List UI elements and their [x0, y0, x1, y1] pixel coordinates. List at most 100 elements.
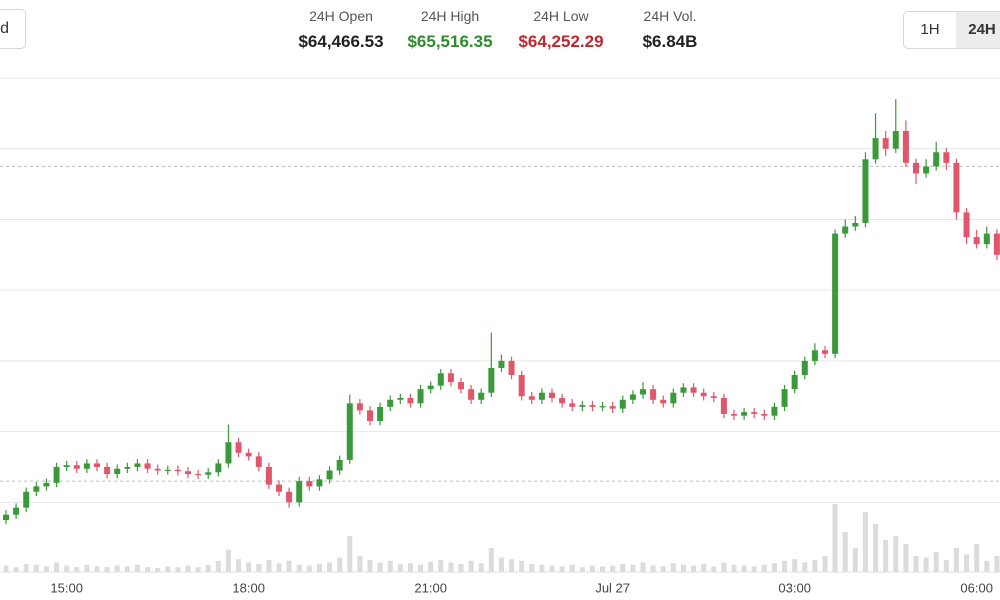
- volume-bar: [842, 532, 848, 572]
- candle-body: [983, 233, 990, 245]
- candle-body: [569, 403, 576, 407]
- volume-bar: [296, 564, 302, 572]
- volume-bar: [23, 564, 29, 572]
- candle-body: [943, 152, 950, 163]
- candle-body: [3, 514, 9, 521]
- candle-body: [397, 398, 404, 400]
- volume-bar: [185, 565, 191, 572]
- volume-bar: [458, 564, 464, 572]
- volume-bar: [134, 564, 140, 572]
- volume-bar: [468, 560, 474, 572]
- candle-body: [437, 373, 444, 386]
- volume-bar: [407, 563, 413, 572]
- volume-bar: [761, 564, 767, 572]
- candle-body: [751, 412, 758, 414]
- volume-bar: [600, 566, 606, 572]
- candle-body: [518, 375, 525, 397]
- candle-body: [599, 406, 606, 408]
- candle-body: [933, 152, 940, 167]
- candle-body: [144, 463, 151, 469]
- volume-bar: [640, 562, 646, 572]
- volume-bar: [43, 566, 49, 572]
- volume-bar: [943, 560, 949, 572]
- stat-value: $65,516.35: [407, 32, 493, 51]
- volume-bar: [509, 559, 515, 572]
- candle-body: [720, 398, 727, 414]
- candle-body: [771, 406, 778, 416]
- volume-bar: [347, 536, 353, 572]
- volume-bar: [832, 504, 838, 572]
- volume-bar: [579, 567, 585, 572]
- candle-body: [953, 162, 960, 213]
- volume-bar: [822, 556, 828, 572]
- volume-bar: [145, 567, 151, 572]
- candle-body: [700, 392, 707, 397]
- candle-body: [174, 469, 181, 472]
- stat: 24H Open $64,466.53: [281, 8, 401, 52]
- candle-body: [336, 459, 343, 471]
- candle-body: [862, 159, 869, 223]
- volume-bar: [286, 560, 292, 572]
- candle-body: [872, 138, 879, 160]
- candle-body: [640, 389, 646, 395]
- volume-bar: [862, 512, 868, 572]
- volume-bar: [387, 560, 393, 572]
- x-tick-label: 03:00: [778, 580, 811, 595]
- candle-body: [63, 465, 70, 467]
- candle-body: [43, 482, 50, 487]
- stat-value: $64,252.29: [518, 32, 604, 51]
- volume-bar: [701, 564, 707, 572]
- candle-body: [710, 396, 717, 399]
- candle-body: [367, 410, 373, 422]
- range-button[interactable]: 24H: [956, 12, 1000, 48]
- volume-bar: [337, 557, 343, 572]
- candle-body: [23, 491, 30, 508]
- candle-body: [134, 463, 141, 467]
- candle-body: [923, 166, 930, 174]
- volume-bar: [114, 565, 120, 572]
- candle-body: [346, 403, 353, 460]
- volume-bar: [306, 565, 312, 572]
- volume-bar: [266, 560, 272, 572]
- x-tick-label: 15:00: [50, 580, 83, 595]
- candle-body: [589, 405, 596, 407]
- toolbar-button[interactable]: d: [0, 9, 26, 49]
- candle-body: [458, 382, 464, 390]
- volume-bar: [215, 560, 221, 572]
- volume-bar: [903, 544, 909, 572]
- candle-body: [387, 399, 394, 407]
- volume-bar: [519, 560, 525, 572]
- candle-body: [73, 465, 80, 469]
- volume-bar: [33, 564, 39, 572]
- volume-bar: [175, 567, 181, 572]
- range-button[interactable]: 1H: [920, 21, 940, 38]
- candle-body: [660, 399, 667, 404]
- volume-bar: [256, 564, 262, 572]
- candle-body: [913, 162, 919, 174]
- candle-body: [276, 484, 282, 492]
- candle-body: [822, 350, 828, 354]
- candle-body: [528, 396, 535, 400]
- candle-body: [417, 389, 424, 404]
- candle-body: [195, 474, 202, 476]
- volume-bar: [418, 564, 424, 572]
- stat-label: 24H High: [420, 8, 480, 24]
- volume-bar: [771, 563, 777, 572]
- volume-bar: [225, 549, 231, 572]
- candle-body: [447, 373, 454, 383]
- candle-body: [650, 389, 657, 400]
- candle-body: [579, 405, 586, 407]
- candle-body: [993, 233, 1000, 255]
- candle-body: [761, 413, 768, 416]
- candle-body: [801, 360, 808, 376]
- stat: 24H Low $64,252.29: [501, 8, 621, 52]
- candle-body: [832, 233, 839, 354]
- volume-bar: [984, 560, 990, 572]
- volume-bar: [357, 556, 363, 572]
- candle-body: [33, 486, 40, 492]
- volume-bar: [529, 564, 535, 572]
- candle-body: [488, 367, 495, 393]
- candle-body: [316, 479, 323, 487]
